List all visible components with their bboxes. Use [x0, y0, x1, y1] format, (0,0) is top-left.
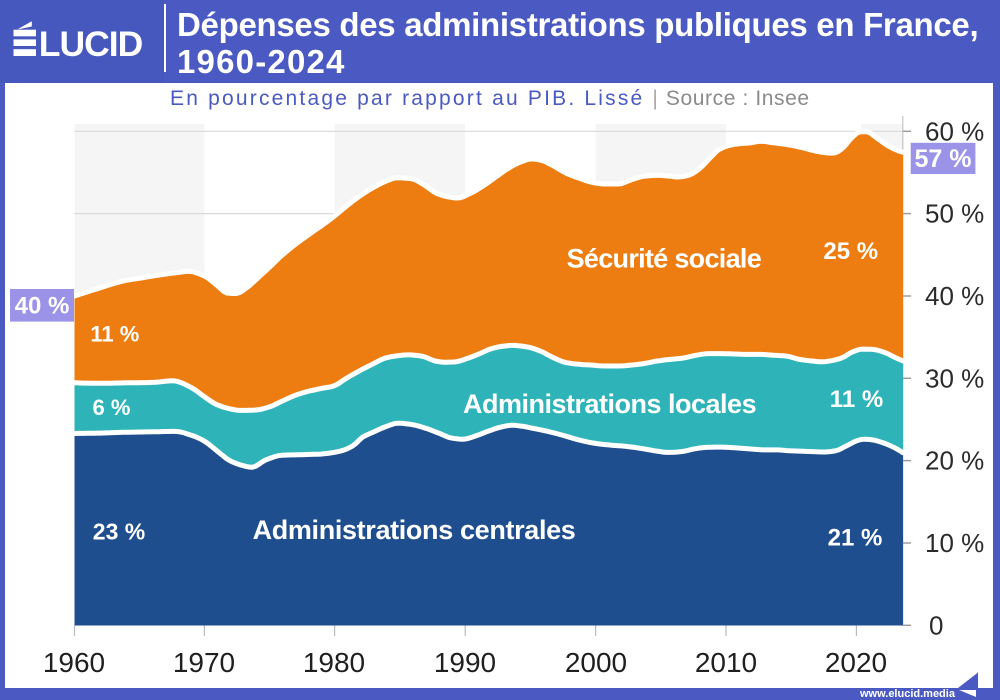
svg-text:Sécurité sociale: Sécurité sociale	[567, 244, 762, 274]
svg-text:1970: 1970	[173, 647, 235, 678]
svg-text:1960: 1960	[43, 647, 105, 678]
svg-text:LUCID: LUCID	[39, 24, 143, 64]
svg-text:60 %: 60 %	[925, 116, 984, 146]
svg-text:2010: 2010	[695, 647, 757, 678]
svg-text:2000: 2000	[565, 647, 627, 678]
svg-text:57 %: 57 %	[915, 145, 972, 173]
svg-text:Administrations centrales: Administrations centrales	[253, 515, 576, 545]
svg-text:21 %: 21 %	[828, 525, 883, 552]
svg-text:40 %: 40 %	[15, 293, 70, 320]
svg-text:50 %: 50 %	[925, 199, 984, 229]
svg-text:30 %: 30 %	[925, 363, 984, 393]
svg-text:1990: 1990	[434, 647, 496, 678]
svg-text:11 %: 11 %	[90, 322, 139, 347]
svg-text:11 %: 11 %	[830, 386, 883, 413]
svg-text:25 %: 25 %	[823, 238, 878, 265]
svg-text:0: 0	[929, 610, 943, 640]
svg-text:1980: 1980	[303, 647, 365, 678]
svg-text:6 %: 6 %	[93, 395, 131, 420]
svg-text:10 %: 10 %	[925, 528, 984, 558]
svg-text:23 %: 23 %	[93, 519, 145, 545]
svg-text:20 %: 20 %	[925, 446, 984, 476]
svg-text:40 %: 40 %	[925, 281, 984, 311]
svg-text:2020: 2020	[825, 647, 887, 678]
svg-text:Administrations locales: Administrations locales	[463, 389, 756, 419]
